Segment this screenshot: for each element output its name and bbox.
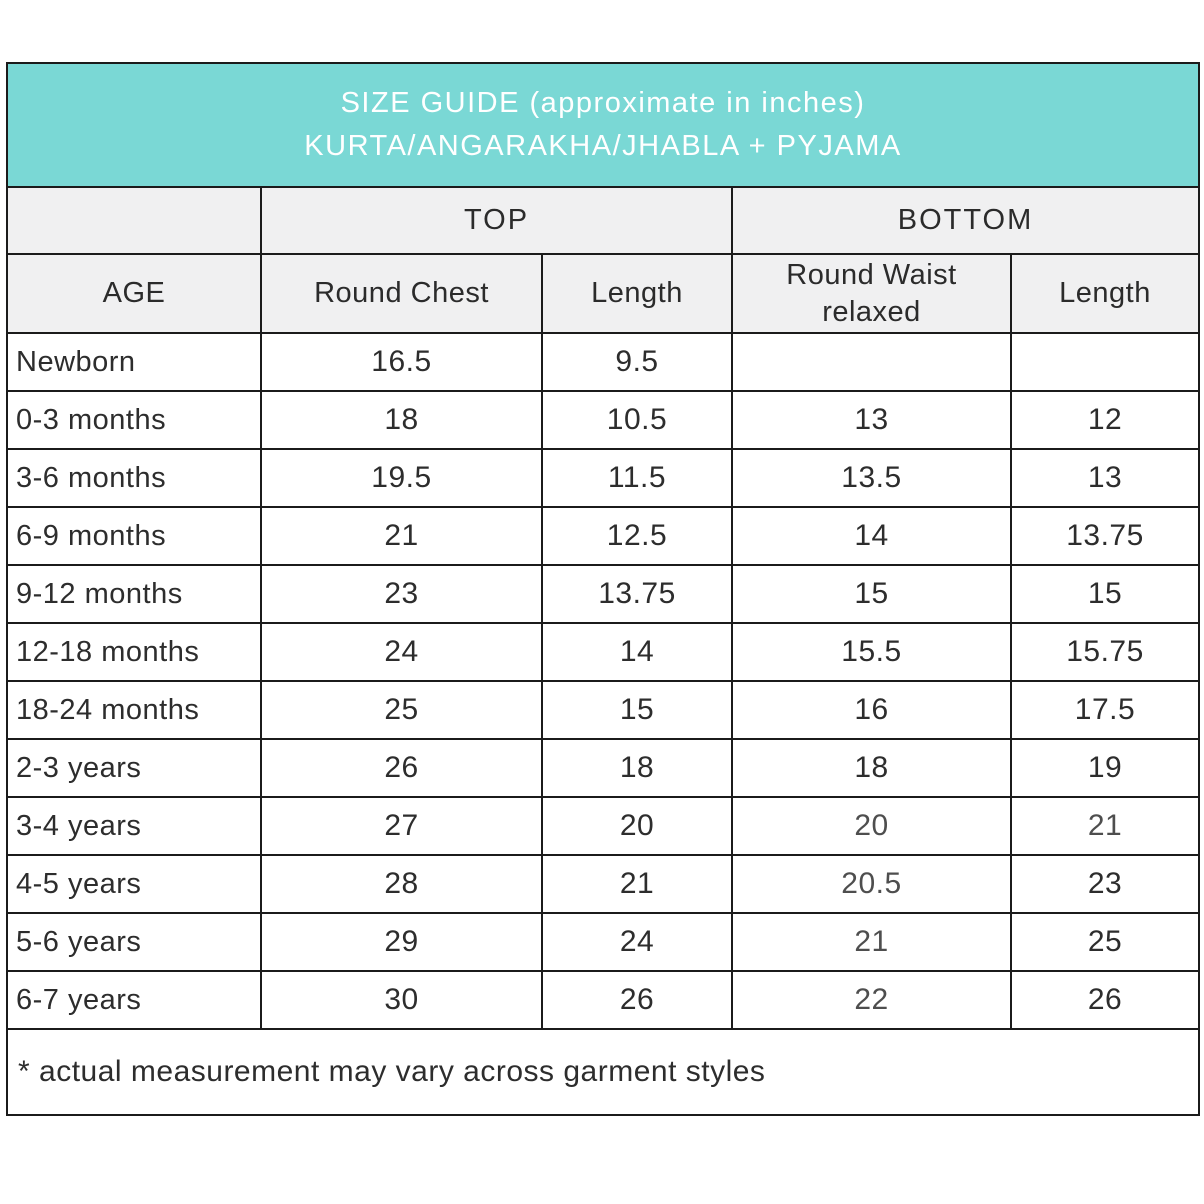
cell-bottom-length: 23 [1010, 854, 1200, 914]
cell-top-length: 12.5 [541, 506, 733, 566]
group-header-empty [6, 186, 262, 255]
cell-round-chest: 28 [260, 854, 543, 914]
column-header-row: AGE Round Chest Length Round Waist relax… [6, 253, 1200, 334]
cell-round-waist: 21 [731, 912, 1012, 972]
cell-bottom-length: 25 [1010, 912, 1200, 972]
column-header-age: AGE [6, 253, 262, 334]
cell-round-waist: 15.5 [731, 622, 1012, 682]
cell-round-chest: 26 [260, 738, 543, 798]
cell-round-waist: 13 [731, 390, 1012, 450]
size-guide-title: SIZE GUIDE (approximate in inches) [340, 87, 866, 119]
cell-round-chest: 24 [260, 622, 543, 682]
cell-age: 3-6 months [6, 448, 262, 508]
cell-top-length: 21 [541, 854, 733, 914]
table-row: 0-3 months 18 10.5 13 12 [6, 390, 1200, 450]
cell-age: 12-18 months [6, 622, 262, 682]
cell-age: 6-9 months [6, 506, 262, 566]
table-row: 12-18 months 24 14 15.5 15.75 [6, 622, 1200, 682]
cell-round-waist: 14 [731, 506, 1012, 566]
cell-round-chest: 21 [260, 506, 543, 566]
cell-top-length: 11.5 [541, 448, 733, 508]
title-banner-row: SIZE GUIDE (approximate in inches) KURTA… [6, 62, 1200, 188]
cell-top-length: 24 [541, 912, 733, 972]
cell-top-length: 10.5 [541, 390, 733, 450]
group-header-bottom: BOTTOM [731, 186, 1200, 255]
cell-age: 5-6 years [6, 912, 262, 972]
table-row: 9-12 months 23 13.75 15 15 [6, 564, 1200, 624]
table-row: 6-7 years 30 26 22 26 [6, 970, 1200, 1030]
cell-round-chest: 25 [260, 680, 543, 740]
table-row: 3-6 months 19.5 11.5 13.5 13 [6, 448, 1200, 508]
cell-top-length: 15 [541, 680, 733, 740]
cell-top-length: 18 [541, 738, 733, 798]
table-row: 4-5 years 28 21 20.5 23 [6, 854, 1200, 914]
cell-top-length: 9.5 [541, 332, 733, 392]
table-row: 3-4 years 27 20 20 21 [6, 796, 1200, 856]
table-row: 2-3 years 26 18 18 19 [6, 738, 1200, 798]
footnote-row: * actual measurement may vary across gar… [6, 1028, 1200, 1116]
cell-round-chest: 16.5 [260, 332, 543, 392]
group-header-row: TOP BOTTOM [6, 186, 1200, 255]
cell-bottom-length: 15 [1010, 564, 1200, 624]
table-row: 5-6 years 29 24 21 25 [6, 912, 1200, 972]
cell-age: 2-3 years [6, 738, 262, 798]
cell-round-chest: 19.5 [260, 448, 543, 508]
cell-round-chest: 18 [260, 390, 543, 450]
cell-round-waist: 15 [731, 564, 1012, 624]
cell-round-waist: 20 [731, 796, 1012, 856]
cell-bottom-length: 13 [1010, 448, 1200, 508]
footnote: * actual measurement may vary across gar… [6, 1028, 1200, 1116]
cell-bottom-length: 17.5 [1010, 680, 1200, 740]
cell-round-chest: 29 [260, 912, 543, 972]
cell-bottom-length [1010, 332, 1200, 392]
cell-age: 6-7 years [6, 970, 262, 1030]
table-row: 18-24 months 25 15 16 17.5 [6, 680, 1200, 740]
cell-age: 3-4 years [6, 796, 262, 856]
cell-round-waist: 13.5 [731, 448, 1012, 508]
column-header-bottom-length: Length [1010, 253, 1200, 334]
size-guide-table: SIZE GUIDE (approximate in inches) KURTA… [6, 62, 1200, 1116]
size-guide-subtitle: KURTA/ANGARAKHA/JHABLA + PYJAMA [304, 130, 902, 162]
cell-bottom-length: 21 [1010, 796, 1200, 856]
cell-top-length: 14 [541, 622, 733, 682]
group-header-top: TOP [260, 186, 733, 255]
cell-age: 4-5 years [6, 854, 262, 914]
table-row: 6-9 months 21 12.5 14 13.75 [6, 506, 1200, 566]
title-banner: SIZE GUIDE (approximate in inches) KURTA… [6, 62, 1200, 188]
cell-age: 9-12 months [6, 564, 262, 624]
cell-age: 18-24 months [6, 680, 262, 740]
cell-age: 0-3 months [6, 390, 262, 450]
cell-round-waist [731, 332, 1012, 392]
cell-top-length: 26 [541, 970, 733, 1030]
column-header-top-length: Length [541, 253, 733, 334]
cell-bottom-length: 12 [1010, 390, 1200, 450]
cell-age: Newborn [6, 332, 262, 392]
cell-top-length: 13.75 [541, 564, 733, 624]
cell-top-length: 20 [541, 796, 733, 856]
cell-bottom-length: 19 [1010, 738, 1200, 798]
cell-bottom-length: 15.75 [1010, 622, 1200, 682]
column-header-round-chest: Round Chest [260, 253, 543, 334]
table-row: Newborn 16.5 9.5 [6, 332, 1200, 392]
column-header-round-waist: Round Waist relaxed [731, 253, 1012, 334]
cell-bottom-length: 13.75 [1010, 506, 1200, 566]
cell-round-chest: 27 [260, 796, 543, 856]
cell-round-waist: 20.5 [731, 854, 1012, 914]
cell-bottom-length: 26 [1010, 970, 1200, 1030]
cell-round-chest: 30 [260, 970, 543, 1030]
cell-round-waist: 18 [731, 738, 1012, 798]
cell-round-waist: 16 [731, 680, 1012, 740]
cell-round-chest: 23 [260, 564, 543, 624]
cell-round-waist: 22 [731, 970, 1012, 1030]
